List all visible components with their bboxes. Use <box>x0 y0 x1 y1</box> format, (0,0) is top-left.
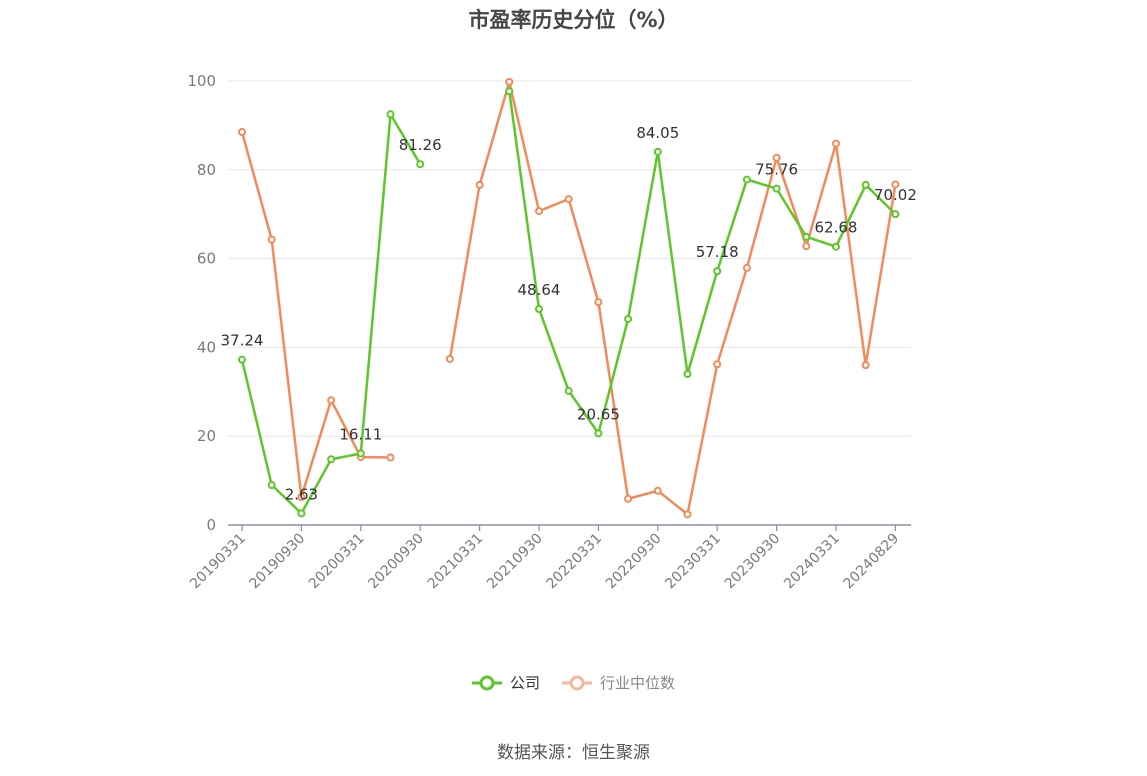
data-point-company <box>356 449 365 458</box>
data-label: 37.24 <box>221 332 264 350</box>
data-point-company <box>861 180 870 189</box>
data-point-company <box>624 314 633 323</box>
data-point-company <box>772 184 781 193</box>
data-point-industry <box>594 298 603 307</box>
x-tick-label: 20220331 <box>544 531 606 593</box>
data-point-industry <box>742 263 751 272</box>
data-point-company <box>327 455 336 464</box>
data-point-industry <box>297 493 306 502</box>
y-tick-label: 80 <box>197 161 216 179</box>
x-tick-label: 20240331 <box>781 531 843 593</box>
data-label: 62.68 <box>815 219 858 237</box>
data-label: 20.65 <box>577 405 620 423</box>
data-point-industry <box>683 510 692 519</box>
x-tick-label: 20230930 <box>722 531 784 593</box>
data-point-company <box>891 210 900 219</box>
legend-industry-icon <box>562 675 592 690</box>
data-point-company <box>505 87 514 96</box>
data-label: 48.64 <box>518 281 561 299</box>
data-point-industry <box>327 396 336 405</box>
x-tick-label: 20230331 <box>662 531 724 593</box>
data-point-company <box>386 110 395 119</box>
data-point-company <box>683 370 692 379</box>
legend: 公司 行业中位数 <box>0 672 1147 693</box>
x-tick-label: 20220930 <box>603 531 665 593</box>
data-point-industry <box>386 453 395 462</box>
series-line-industry <box>240 80 897 516</box>
x-tick-label: 20200331 <box>306 531 368 593</box>
data-point-company <box>832 242 840 251</box>
data-point-industry <box>802 242 811 251</box>
data-point-company <box>713 267 722 276</box>
data-point-industry <box>505 77 514 86</box>
data-point-company <box>653 147 662 156</box>
data-point-company <box>564 386 573 395</box>
data-label: 75.76 <box>755 161 798 179</box>
data-point-company <box>802 232 811 241</box>
data-point-industry <box>832 139 840 148</box>
data-point-industry <box>445 354 454 363</box>
data-label: 57.18 <box>696 243 739 261</box>
data-point-company <box>238 355 246 364</box>
series-line-company <box>240 91 897 515</box>
data-point-industry <box>653 486 662 495</box>
data-label: 84.05 <box>636 124 679 142</box>
data-label: 2.63 <box>285 485 318 503</box>
x-tick-label: 20240829 <box>841 531 903 593</box>
data-point-industry <box>624 494 633 503</box>
data-point-industry <box>713 360 722 369</box>
x-tick-label: 20210930 <box>484 531 546 593</box>
data-label: 81.26 <box>399 136 442 154</box>
data-point-industry <box>772 153 781 162</box>
data-point-company <box>594 429 603 438</box>
data-point-industry <box>267 235 276 244</box>
chart-title: 市盈率历史分位（%） <box>468 8 679 32</box>
data-label: 70.02 <box>874 186 917 204</box>
data-point-industry <box>861 361 870 370</box>
data-point-industry <box>891 180 900 189</box>
x-tick-label: 20190930 <box>247 531 309 593</box>
y-tick-label: 100 <box>187 72 216 90</box>
y-tick-label: 60 <box>197 250 216 268</box>
y-tick-label: 20 <box>197 427 216 445</box>
data-point-company <box>742 175 751 184</box>
legend-company-icon <box>471 675 502 690</box>
data-label: 16.11 <box>339 425 382 443</box>
y-tick-label: 0 <box>206 516 216 534</box>
x-tick-label: 20200930 <box>365 531 427 593</box>
data-point-industry <box>238 128 246 137</box>
data-point-industry <box>475 180 484 189</box>
data-point-company <box>267 481 276 490</box>
y-tick-label: 40 <box>197 338 216 356</box>
data-point-industry <box>564 195 573 204</box>
legend-label-company: 公司 <box>509 674 540 692</box>
line-chart: 0 20 40 60 80 100 2019033120190930202003312020… <box>187 72 917 593</box>
data-point-company <box>416 160 425 169</box>
legend-item-industry[interactable]: 行业中位数 <box>562 672 675 693</box>
data-point-industry <box>535 207 543 216</box>
x-tick-label: 20190331 <box>187 531 249 593</box>
x-tick-label: 20210331 <box>425 531 487 593</box>
data-point-company <box>297 509 306 518</box>
legend-label-industry: 行业中位数 <box>600 674 676 692</box>
legend-item-company[interactable]: 公司 <box>471 672 540 693</box>
data-source: 数据来源：恒生聚源 <box>497 743 650 763</box>
data-point-company <box>535 305 543 314</box>
